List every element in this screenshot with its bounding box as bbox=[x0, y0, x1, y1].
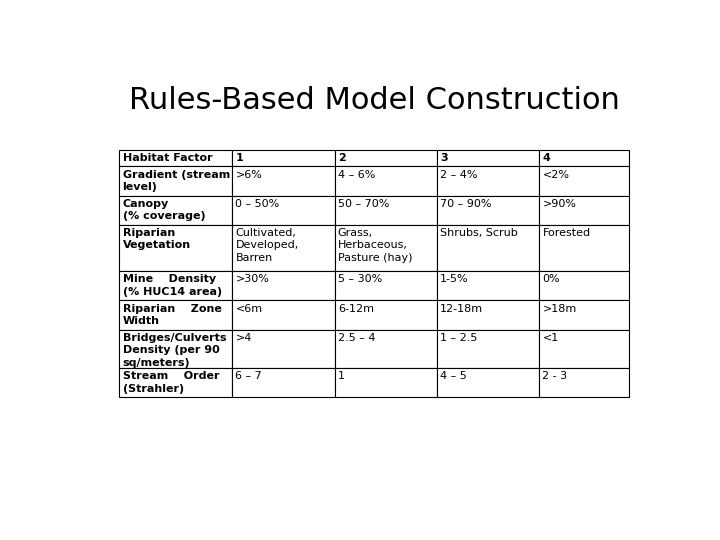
Bar bbox=[233, 271, 335, 300]
Text: <6m: <6m bbox=[235, 303, 263, 314]
Text: 2.5 – 4: 2.5 – 4 bbox=[338, 333, 375, 343]
Bar bbox=[437, 150, 539, 166]
Text: 2 - 3: 2 - 3 bbox=[542, 372, 567, 381]
Text: >4: >4 bbox=[235, 333, 252, 343]
Bar bbox=[539, 368, 629, 397]
Bar bbox=[120, 300, 233, 330]
Text: Habitat Factor: Habitat Factor bbox=[122, 153, 212, 163]
Text: 4: 4 bbox=[542, 153, 550, 163]
Bar bbox=[335, 300, 437, 330]
Text: Stream    Order
(Strahler): Stream Order (Strahler) bbox=[122, 372, 219, 394]
Bar bbox=[120, 225, 233, 271]
Bar bbox=[335, 150, 437, 166]
Bar bbox=[120, 150, 233, 166]
Text: 3: 3 bbox=[440, 153, 448, 163]
Bar bbox=[120, 271, 233, 300]
Text: Cultivated,
Developed,
Barren: Cultivated, Developed, Barren bbox=[235, 228, 299, 263]
Bar bbox=[437, 195, 539, 225]
Text: 70 – 90%: 70 – 90% bbox=[440, 199, 492, 209]
Text: Forested: Forested bbox=[542, 228, 590, 238]
Text: 0%: 0% bbox=[542, 274, 560, 284]
Text: 1: 1 bbox=[235, 153, 243, 163]
Text: 6 – 7: 6 – 7 bbox=[235, 372, 262, 381]
Bar bbox=[335, 166, 437, 195]
Bar bbox=[120, 166, 233, 195]
Text: 2: 2 bbox=[338, 153, 346, 163]
Text: 4 – 5: 4 – 5 bbox=[440, 372, 467, 381]
Bar bbox=[335, 330, 437, 368]
Text: Riparian
Vegetation: Riparian Vegetation bbox=[122, 228, 191, 251]
Bar bbox=[539, 271, 629, 300]
Bar bbox=[233, 368, 335, 397]
Bar bbox=[437, 225, 539, 271]
Bar bbox=[120, 195, 233, 225]
Text: 1: 1 bbox=[338, 372, 345, 381]
Text: >6%: >6% bbox=[235, 170, 262, 179]
Bar bbox=[233, 166, 335, 195]
Bar bbox=[335, 195, 437, 225]
Text: >30%: >30% bbox=[235, 274, 269, 284]
Text: >18m: >18m bbox=[542, 303, 577, 314]
Bar bbox=[539, 300, 629, 330]
Text: 1-5%: 1-5% bbox=[440, 274, 469, 284]
Bar bbox=[437, 166, 539, 195]
Text: 4 – 6%: 4 – 6% bbox=[338, 170, 375, 179]
Bar bbox=[539, 330, 629, 368]
Bar bbox=[120, 330, 233, 368]
Text: 6-12m: 6-12m bbox=[338, 303, 374, 314]
Text: Grass,
Herbaceous,
Pasture (hay): Grass, Herbaceous, Pasture (hay) bbox=[338, 228, 413, 263]
Bar bbox=[233, 225, 335, 271]
Bar bbox=[335, 271, 437, 300]
Text: <2%: <2% bbox=[542, 170, 570, 179]
Bar bbox=[539, 195, 629, 225]
Text: Shrubs, Scrub: Shrubs, Scrub bbox=[440, 228, 518, 238]
Bar bbox=[437, 330, 539, 368]
Bar bbox=[539, 225, 629, 271]
Text: 50 – 70%: 50 – 70% bbox=[338, 199, 389, 209]
Text: >90%: >90% bbox=[542, 199, 577, 209]
Text: 0 – 50%: 0 – 50% bbox=[235, 199, 279, 209]
Text: Riparian    Zone
Width: Riparian Zone Width bbox=[122, 303, 222, 326]
Text: 5 – 30%: 5 – 30% bbox=[338, 274, 382, 284]
Text: <1: <1 bbox=[542, 333, 559, 343]
Text: 2 – 4%: 2 – 4% bbox=[440, 170, 477, 179]
Text: Rules-Based Model Construction: Rules-Based Model Construction bbox=[129, 85, 620, 114]
Bar bbox=[233, 330, 335, 368]
Text: Mine    Density
(% HUC14 area): Mine Density (% HUC14 area) bbox=[122, 274, 222, 296]
Text: Canopy
(% coverage): Canopy (% coverage) bbox=[122, 199, 205, 221]
Text: Bridges/Culverts
Density (per 90
sq/meters): Bridges/Culverts Density (per 90 sq/mete… bbox=[122, 333, 226, 368]
Text: 12-18m: 12-18m bbox=[440, 303, 483, 314]
Bar bbox=[539, 166, 629, 195]
Bar bbox=[437, 368, 539, 397]
Bar bbox=[437, 271, 539, 300]
Bar bbox=[233, 150, 335, 166]
Bar bbox=[120, 368, 233, 397]
Text: Gradient (stream
level): Gradient (stream level) bbox=[122, 170, 230, 192]
Bar bbox=[233, 300, 335, 330]
Bar bbox=[539, 150, 629, 166]
Bar bbox=[233, 195, 335, 225]
Bar bbox=[335, 225, 437, 271]
Bar bbox=[335, 368, 437, 397]
Text: 1 – 2.5: 1 – 2.5 bbox=[440, 333, 477, 343]
Bar bbox=[437, 300, 539, 330]
